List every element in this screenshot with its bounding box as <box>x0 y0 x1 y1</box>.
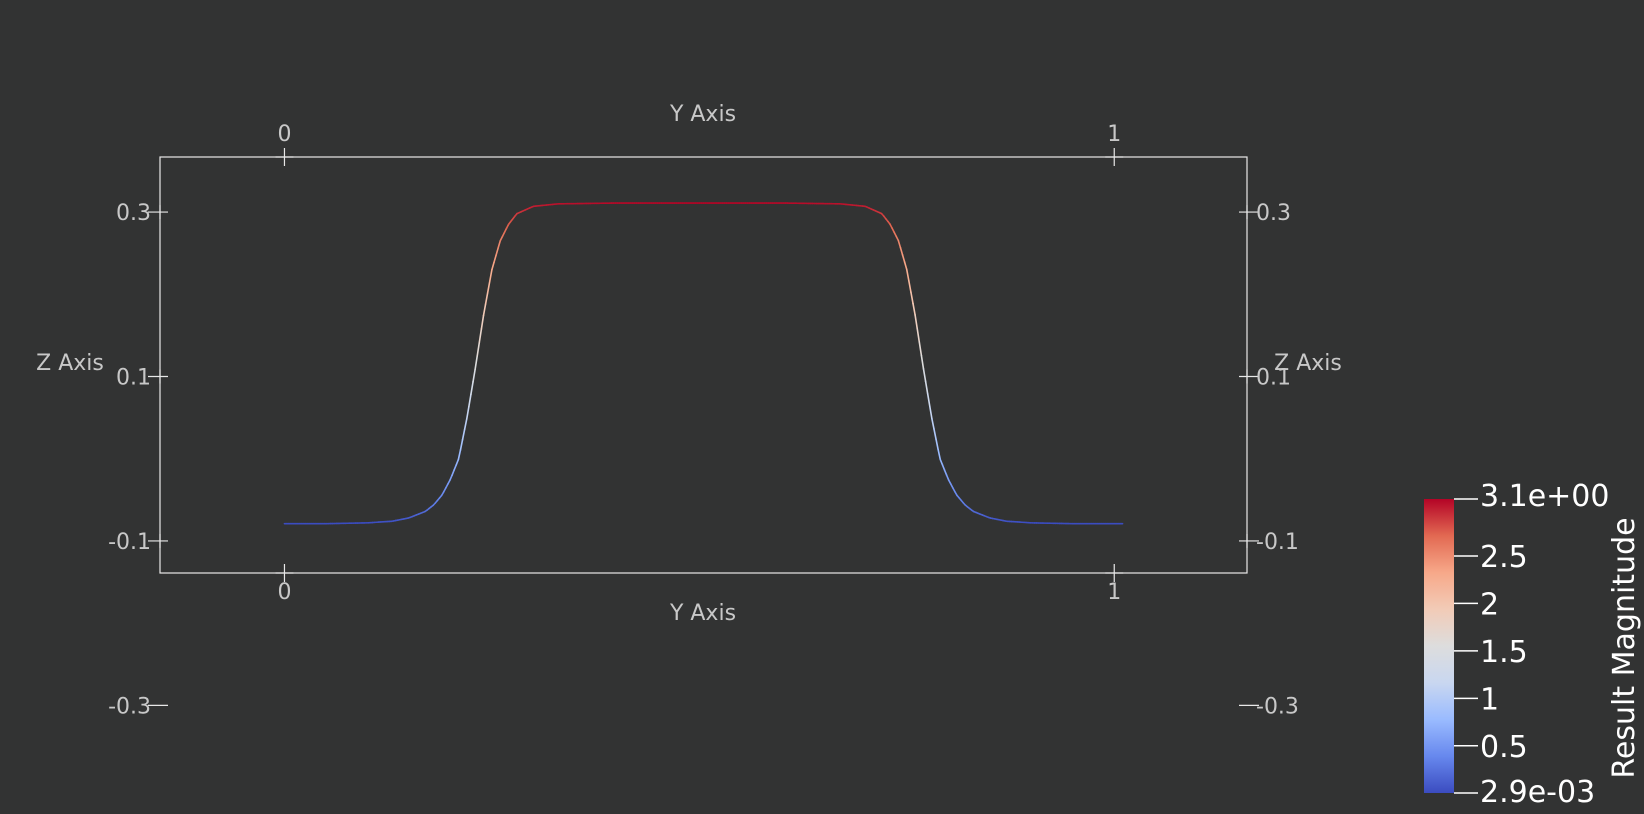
curve-segment <box>453 463 458 471</box>
curve-segment <box>497 239 502 249</box>
curve-segment <box>493 254 497 264</box>
x-top-tick-label: 1 <box>1107 122 1121 147</box>
curve-segment <box>926 393 931 408</box>
axes-frame <box>159 156 1248 574</box>
curve-segment <box>457 449 462 461</box>
z-left-tick-label: -0.3 <box>108 694 151 719</box>
colorbar-tick-label: 0.5 <box>1480 730 1528 765</box>
curve-segment <box>451 469 455 476</box>
curve-segment <box>903 261 908 271</box>
curve-segment <box>918 341 923 357</box>
z-left-tick-label: 0.3 <box>116 201 151 226</box>
curve-segment <box>459 438 464 451</box>
curve-segment <box>945 474 950 481</box>
curve-segment <box>937 448 942 461</box>
colorbar-min-label: 2.9e-03 <box>1480 775 1595 810</box>
curve-segment <box>922 368 927 383</box>
color-legend: 2.5 2 1.5 1 0.5 3.1e+00 2.9e-03 Result Magni… <box>1424 479 1642 810</box>
curve-segment <box>488 268 493 282</box>
z-axis-left-ticks: 0.3 0.1 -0.1 -0.3 <box>108 201 168 719</box>
x-top-tick-label: 0 <box>277 122 291 147</box>
colorbar-ticks: 2.5 2 1.5 1 0.5 <box>1454 498 1528 794</box>
z-axis-title-right: Z Axis <box>1274 351 1342 376</box>
curve-segment <box>491 261 495 271</box>
curve-segment <box>478 328 483 344</box>
curve-segment <box>908 279 912 293</box>
colorbar-title: Result Magnitude <box>1607 517 1642 778</box>
curve-segment <box>486 280 491 294</box>
curve-segment <box>933 428 937 441</box>
z-axis-title-left: Z Axis <box>36 351 104 376</box>
z-left-tick-label: 0.1 <box>116 366 151 391</box>
curve-segment <box>470 381 474 396</box>
colorbar-tick-label: 1 <box>1480 682 1499 717</box>
curve-segment <box>905 268 910 282</box>
z-right-tick-label: 0.3 <box>1256 201 1291 226</box>
curve-segment <box>901 254 906 263</box>
curve-segment <box>472 368 476 383</box>
curve-segment <box>914 314 919 330</box>
z-axis-right-ticks: 0.3 0.1 -0.1 -0.3 <box>1239 201 1299 719</box>
curve-segment <box>476 341 481 357</box>
z-right-tick-label: -0.1 <box>1256 530 1299 555</box>
y-axis-title-top: Y Axis <box>669 102 736 127</box>
curve-segment <box>455 458 460 466</box>
curve-segment <box>897 239 902 249</box>
colorbar-tick-label: 2.5 <box>1480 540 1528 575</box>
curve-segment <box>935 438 939 451</box>
curve-segment <box>928 405 933 420</box>
curve-segment <box>943 468 948 476</box>
curve-segment <box>931 417 935 430</box>
z-right-tick-label: -0.3 <box>1256 694 1299 719</box>
curve-segment <box>912 302 916 316</box>
x-bottom-tick-label: 0 <box>277 580 291 605</box>
colorbar-tick-label: 1.5 <box>1480 635 1528 670</box>
curve-segment <box>920 354 925 370</box>
curve-segment <box>941 463 946 471</box>
curve-segment <box>463 418 468 431</box>
curve-segment <box>899 246 904 256</box>
curve-segment <box>480 314 485 330</box>
curve-segment <box>465 405 470 420</box>
curve-segment <box>474 355 479 371</box>
colorbar-max-label: 3.1e+00 <box>1480 479 1609 514</box>
colorbar <box>1424 499 1454 793</box>
curve-segment <box>484 291 489 305</box>
curve-segment <box>910 291 914 305</box>
x-bottom-tick-label: 1 <box>1107 580 1121 605</box>
curve-segment <box>924 380 929 395</box>
curve-segment <box>939 458 944 466</box>
y-axis-title-bottom: Y Axis <box>669 601 736 626</box>
curve-segment <box>482 303 487 317</box>
curve-segment <box>916 327 921 343</box>
curve-segment <box>495 247 499 256</box>
colorbar-tick-label: 2 <box>1480 587 1499 622</box>
curve-segment <box>449 474 453 481</box>
z-right-tick-label: 0.1 <box>1256 366 1291 391</box>
curve-segment <box>468 393 472 408</box>
result-curve <box>283 202 1124 525</box>
z-left-tick-label: -0.1 <box>108 530 151 555</box>
curve-segment <box>461 428 466 441</box>
